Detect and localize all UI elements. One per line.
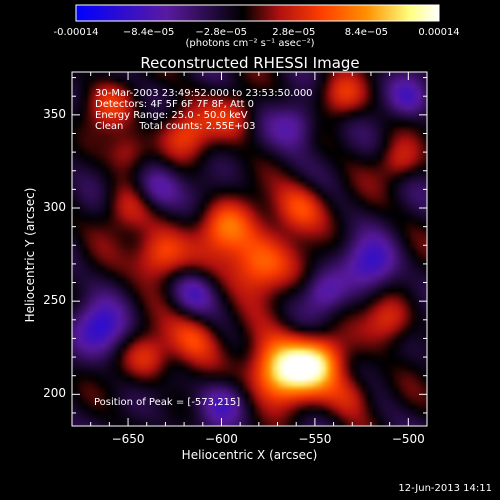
info-line-time: 30-Mar-2003 23:49:52.000 to 23:53:50.000 [95, 88, 313, 99]
colorbar-tick-label: 2.8e−05 [272, 27, 316, 38]
chart-title: Reconstructed RHESSI Image [140, 54, 360, 72]
colorbar-tick-label: −2.8e−05 [195, 27, 247, 38]
colorbar [75, 4, 440, 22]
info-line-detectors: Detectors: 4F 5F 6F 7F 8F, Att 0 [95, 99, 255, 110]
timestamp-footer: 12-Jun-2013 14:11 [398, 483, 492, 494]
colorbar-gradient [75, 4, 440, 22]
peak-position-label: Position of Peak = [-573,215] [94, 397, 241, 408]
colorbar-tick-label: 0.00014 [418, 27, 460, 38]
heatmap-image [72, 72, 427, 426]
info-line-energy: Energy Range: 25.0 - 50.0 keV [95, 110, 248, 121]
y-tick-label: 250 [43, 293, 66, 308]
y-axis-label: Heliocentric Y (arcsec) [23, 187, 37, 323]
x-tick-label: −550 [298, 432, 332, 446]
x-tick-label: −650 [111, 432, 145, 446]
info-line-clean: Clean Total counts: 2.55E+03 [95, 121, 256, 132]
colorbar-units: (photons cm⁻² s⁻¹ asec⁻²) [185, 38, 315, 49]
plot-frame [71, 71, 428, 427]
x-tick-label: −500 [391, 432, 425, 446]
colorbar-tick-label: −8.4e−05 [122, 27, 175, 38]
colorbar-tick-label: 8.4e−05 [344, 27, 388, 38]
y-tick-label: 200 [43, 386, 66, 401]
y-tick-label: 300 [43, 200, 66, 214]
y-tick-label: 350 [43, 106, 66, 121]
colorbar-tick-label: -0.00014 [53, 27, 99, 38]
x-tick-label: −600 [204, 432, 238, 446]
x-axis-label: Heliocentric X (arcsec) [181, 448, 318, 462]
